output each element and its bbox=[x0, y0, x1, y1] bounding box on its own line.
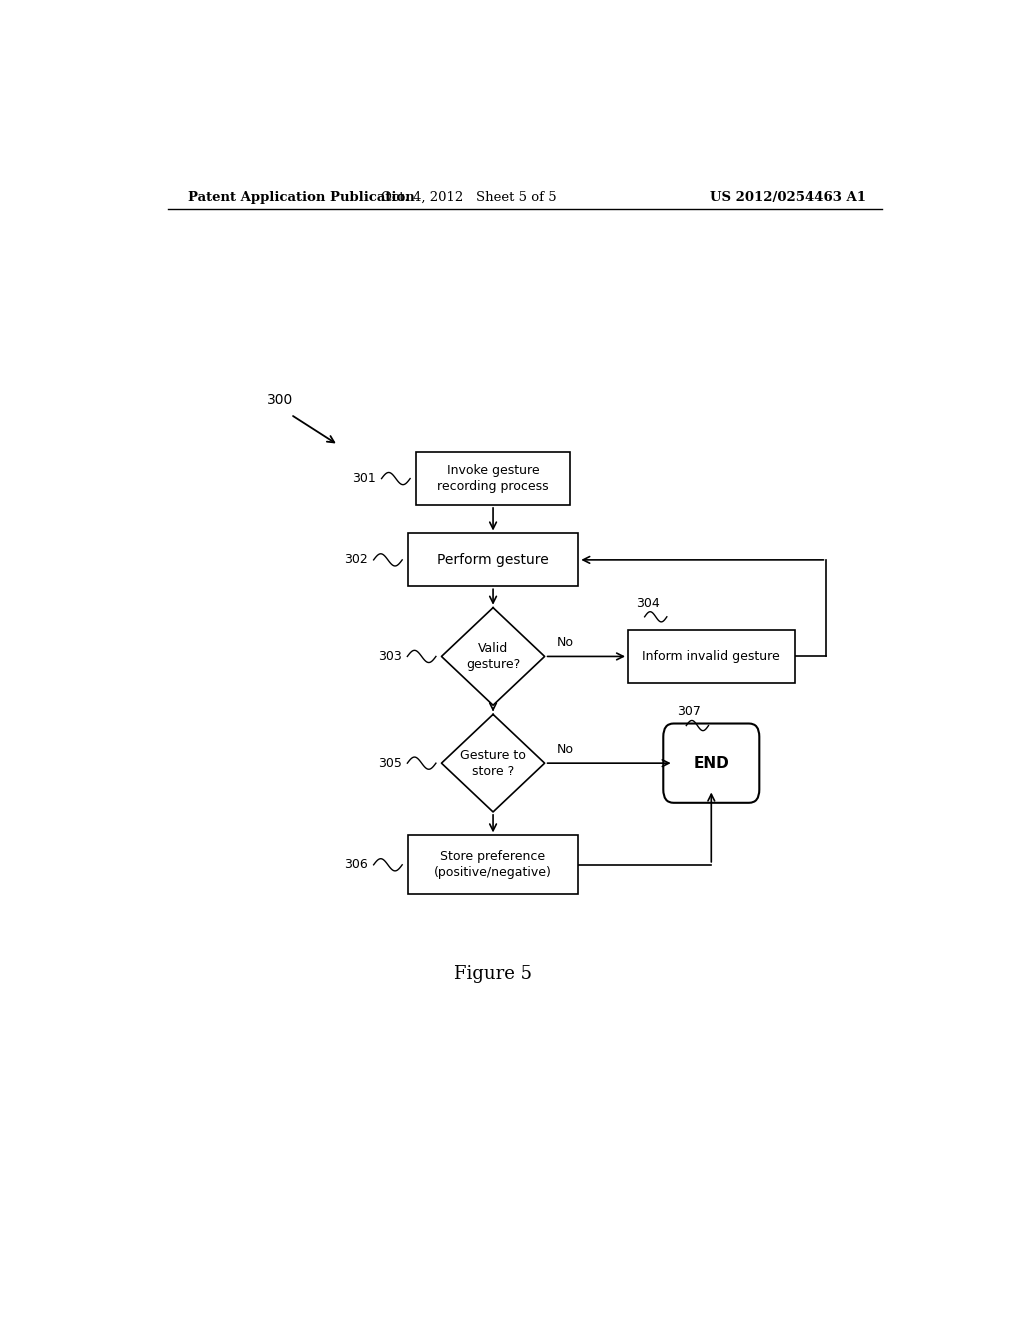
FancyBboxPatch shape bbox=[408, 836, 579, 894]
Text: 303: 303 bbox=[378, 649, 401, 663]
FancyBboxPatch shape bbox=[416, 453, 570, 506]
Text: 307: 307 bbox=[678, 705, 701, 718]
FancyBboxPatch shape bbox=[664, 723, 760, 803]
Text: Figure 5: Figure 5 bbox=[454, 965, 532, 982]
Text: No: No bbox=[557, 743, 573, 756]
Text: Gesture to
store ?: Gesture to store ? bbox=[460, 748, 526, 777]
FancyBboxPatch shape bbox=[408, 533, 579, 586]
Text: 301: 301 bbox=[352, 473, 376, 484]
FancyBboxPatch shape bbox=[628, 630, 795, 682]
Text: Oct. 4, 2012   Sheet 5 of 5: Oct. 4, 2012 Sheet 5 of 5 bbox=[381, 190, 557, 203]
Text: Perform gesture: Perform gesture bbox=[437, 553, 549, 566]
Text: Patent Application Publication: Patent Application Publication bbox=[187, 190, 415, 203]
Text: Inform invalid gesture: Inform invalid gesture bbox=[642, 649, 780, 663]
Text: Valid
gesture?: Valid gesture? bbox=[466, 642, 520, 671]
Text: 306: 306 bbox=[344, 858, 368, 871]
Text: Invoke gesture
recording process: Invoke gesture recording process bbox=[437, 465, 549, 494]
Text: 305: 305 bbox=[378, 756, 401, 770]
Text: No: No bbox=[557, 636, 573, 649]
Text: 300: 300 bbox=[267, 393, 293, 408]
Polygon shape bbox=[441, 607, 545, 705]
Text: Store preference
(positive/negative): Store preference (positive/negative) bbox=[434, 850, 552, 879]
Text: US 2012/0254463 A1: US 2012/0254463 A1 bbox=[710, 190, 866, 203]
Text: END: END bbox=[693, 755, 729, 771]
Text: 302: 302 bbox=[344, 553, 368, 566]
Text: 304: 304 bbox=[636, 597, 659, 610]
Polygon shape bbox=[441, 714, 545, 812]
